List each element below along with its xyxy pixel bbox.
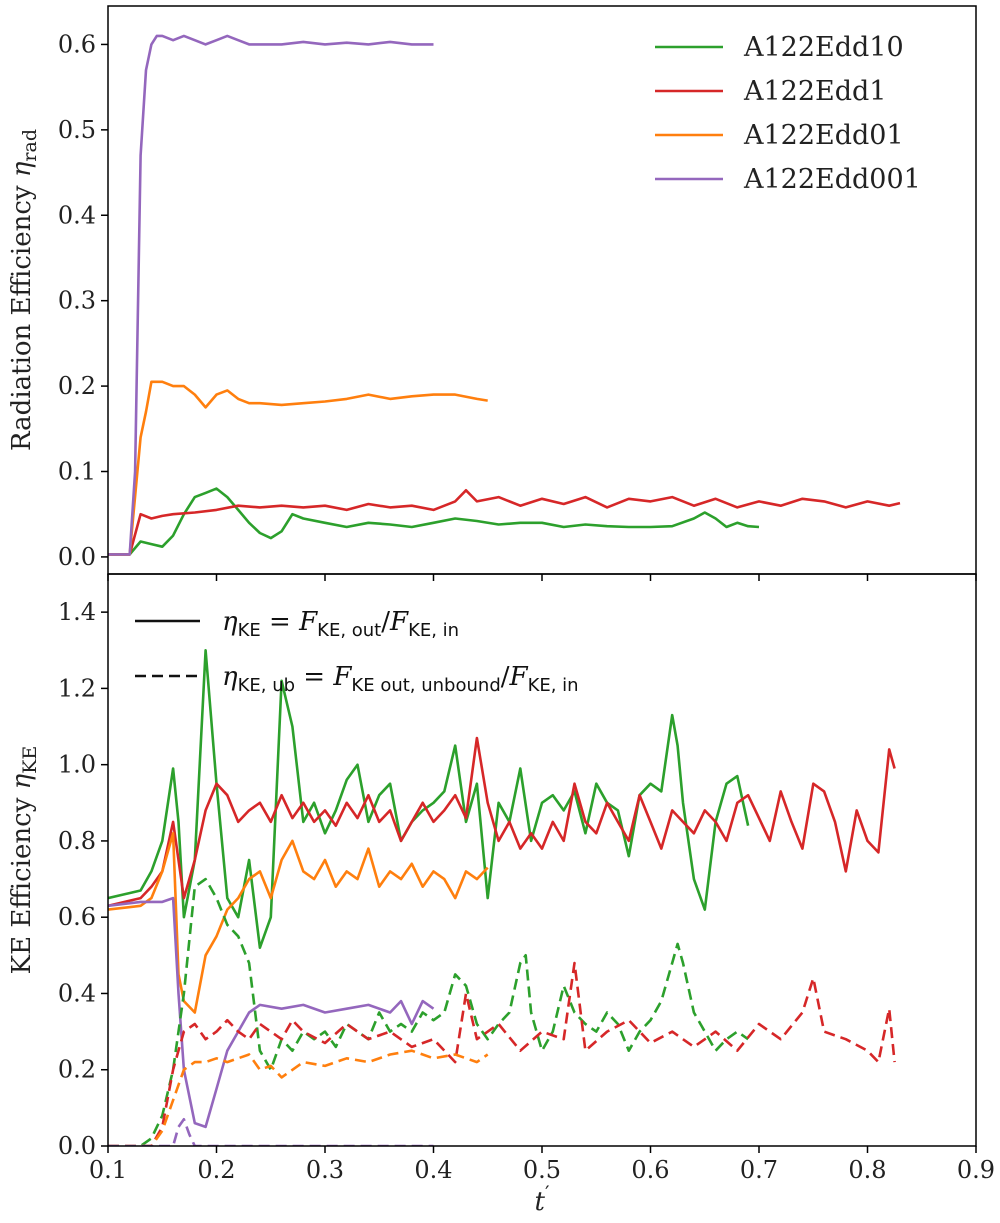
- bottom-ytick-label: 1.2: [58, 674, 96, 702]
- top-ytick-label: 0.3: [58, 287, 96, 315]
- bottom-yticks: 0.0 0.2 0.4 0.6 0.8 1.0 1.2 1.4: [58, 598, 108, 1160]
- bottom-ytick-label: 1.0: [58, 751, 96, 779]
- xtick-label: 0.8: [848, 1156, 886, 1184]
- top-series-a122edd01: [108, 380, 488, 556]
- top-ylabel-symbol: η: [7, 161, 37, 177]
- top-series-group: [108, 34, 901, 556]
- bottom-ytick-label: 0.6: [58, 903, 96, 931]
- top-ytick-label: 0.0: [58, 543, 96, 571]
- top-ytick-label: 0.5: [58, 116, 96, 144]
- bottom-series-a122edd001-dashed: [108, 1118, 434, 1146]
- top-series-a122edd001: [108, 34, 434, 556]
- bottom-ylabel-sub: KE: [19, 746, 41, 774]
- xtick-label: 0.3: [306, 1156, 344, 1184]
- xtick-label: 0.7: [740, 1156, 778, 1184]
- bottom-series-a122edd01-solid: [108, 832, 489, 1014]
- bottom-ytick-label: 0.2: [58, 1056, 96, 1084]
- top-ytick-label: 0.2: [58, 372, 96, 400]
- xlabel-symbol: t: [535, 1187, 546, 1217]
- top-legend: A122Edd10 A122Edd1 A122Edd01 A122Edd001: [655, 32, 921, 195]
- bottom-ylabel: KE Efficiency ηKE: [7, 746, 41, 975]
- bottom-ytick-label: 1.4: [58, 598, 96, 626]
- top-ytick-label: 0.6: [58, 30, 96, 58]
- legend-label-a122edd10: A122Edd10: [743, 32, 904, 63]
- legend-label-a122edd1: A122Edd1: [743, 76, 887, 107]
- xtick-label: 0.1: [89, 1156, 127, 1184]
- bottom-series-a122edd1-solid: [108, 736, 896, 908]
- top-series-a122edd10: [108, 487, 760, 556]
- bottom-series-a122edd001-solid: [108, 896, 435, 1129]
- legend-equation-solid: ηKE = FKE, out/FKE, in: [222, 607, 459, 641]
- top-ytick-label: 0.1: [58, 458, 96, 486]
- bottom-series-a122edd01-dashed: [108, 1049, 489, 1146]
- bottom-series-a122edd10-solid: [108, 649, 750, 949]
- xtick-label: 0.6: [631, 1156, 669, 1184]
- xtick-label: 0.2: [197, 1156, 235, 1184]
- xtick-label: 0.5: [523, 1156, 561, 1184]
- top-panel: 0.0 0.1 0.2 0.3 0.4 0.5 0.6 Radiation Efficien…: [7, 5, 977, 581]
- xtick-label: 0.9: [957, 1156, 995, 1184]
- top-yticks: 0.0 0.1 0.2 0.3 0.4 0.5 0.6: [58, 30, 977, 581]
- bottom-series-a122edd1-dashed: [108, 961, 896, 1146]
- top-ylabel-sub: rad: [19, 129, 41, 162]
- bottom-ytick-label: 0.8: [58, 827, 96, 855]
- bottom-ylabel-symbol: η: [7, 773, 37, 789]
- bottom-legend: ηKE = FKE, out/FKE, in ηKE, ub = FKE out,…: [135, 607, 579, 696]
- bottom-ytick-label: 0.0: [58, 1132, 96, 1160]
- legend-label-a122edd001: A122Edd001: [743, 164, 921, 195]
- bottom-axes-frame: [107, 573, 977, 1147]
- bottom-panel: 0.0 0.2 0.4 0.6 0.8 1.0 1.2 1.4 0.1 0.2 0.3 0.4 0.5…: [7, 573, 995, 1217]
- bottom-ytick-label: 0.4: [58, 979, 96, 1007]
- legend-label-a122edd01: A122Edd01: [743, 120, 904, 151]
- top-ylabel-text: Radiation Efficiency: [7, 177, 37, 451]
- bottom-series-group: [108, 649, 896, 1146]
- xlabel-prime: ′: [545, 1181, 550, 1205]
- top-ylabel: Radiation Efficiency ηrad: [7, 129, 41, 451]
- bottom-series-a122edd10-dashed: [108, 877, 749, 1146]
- legend-equation-dashed: ηKE, ub = FKE out, unbound/FKE, in: [222, 662, 579, 696]
- top-ytick-label: 0.4: [58, 201, 96, 229]
- bottom-xlabel: t′: [535, 1181, 550, 1217]
- bottom-xticks: 0.1 0.2 0.3 0.4 0.5 0.6 0.7 0.8 0.9: [89, 1146, 995, 1184]
- top-series-a122edd1: [108, 489, 901, 556]
- bottom-ylabel-text: KE Efficiency: [7, 789, 37, 974]
- xtick-label: 0.4: [414, 1156, 452, 1184]
